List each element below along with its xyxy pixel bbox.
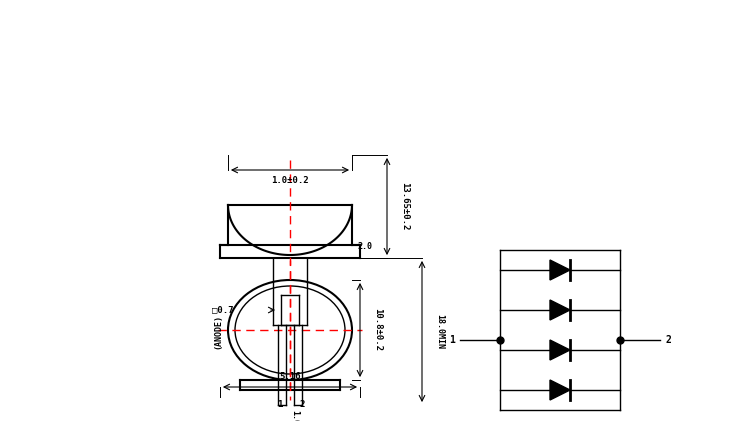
Text: 18.0MIN: 18.0MIN (436, 314, 445, 349)
Polygon shape (550, 260, 570, 280)
Text: 2: 2 (300, 400, 305, 409)
Text: 2: 2 (665, 335, 670, 345)
Text: □0.7: □0.7 (211, 306, 233, 314)
Text: 1: 1 (277, 400, 282, 409)
Polygon shape (550, 380, 570, 400)
Text: 1.0±0.2: 1.0±0.2 (272, 176, 309, 185)
Text: 1: 1 (449, 335, 455, 345)
Text: (ANODE): (ANODE) (214, 314, 223, 349)
Text: 10.8±0.2: 10.8±0.2 (374, 309, 382, 352)
Text: 1.0MIN: 1.0MIN (290, 410, 299, 421)
Polygon shape (550, 340, 570, 360)
Text: 13.65±0.2: 13.65±0.2 (400, 182, 410, 231)
Polygon shape (550, 300, 570, 320)
Text: 2.0: 2.0 (357, 242, 372, 251)
Text: 5.16: 5.16 (279, 372, 301, 381)
